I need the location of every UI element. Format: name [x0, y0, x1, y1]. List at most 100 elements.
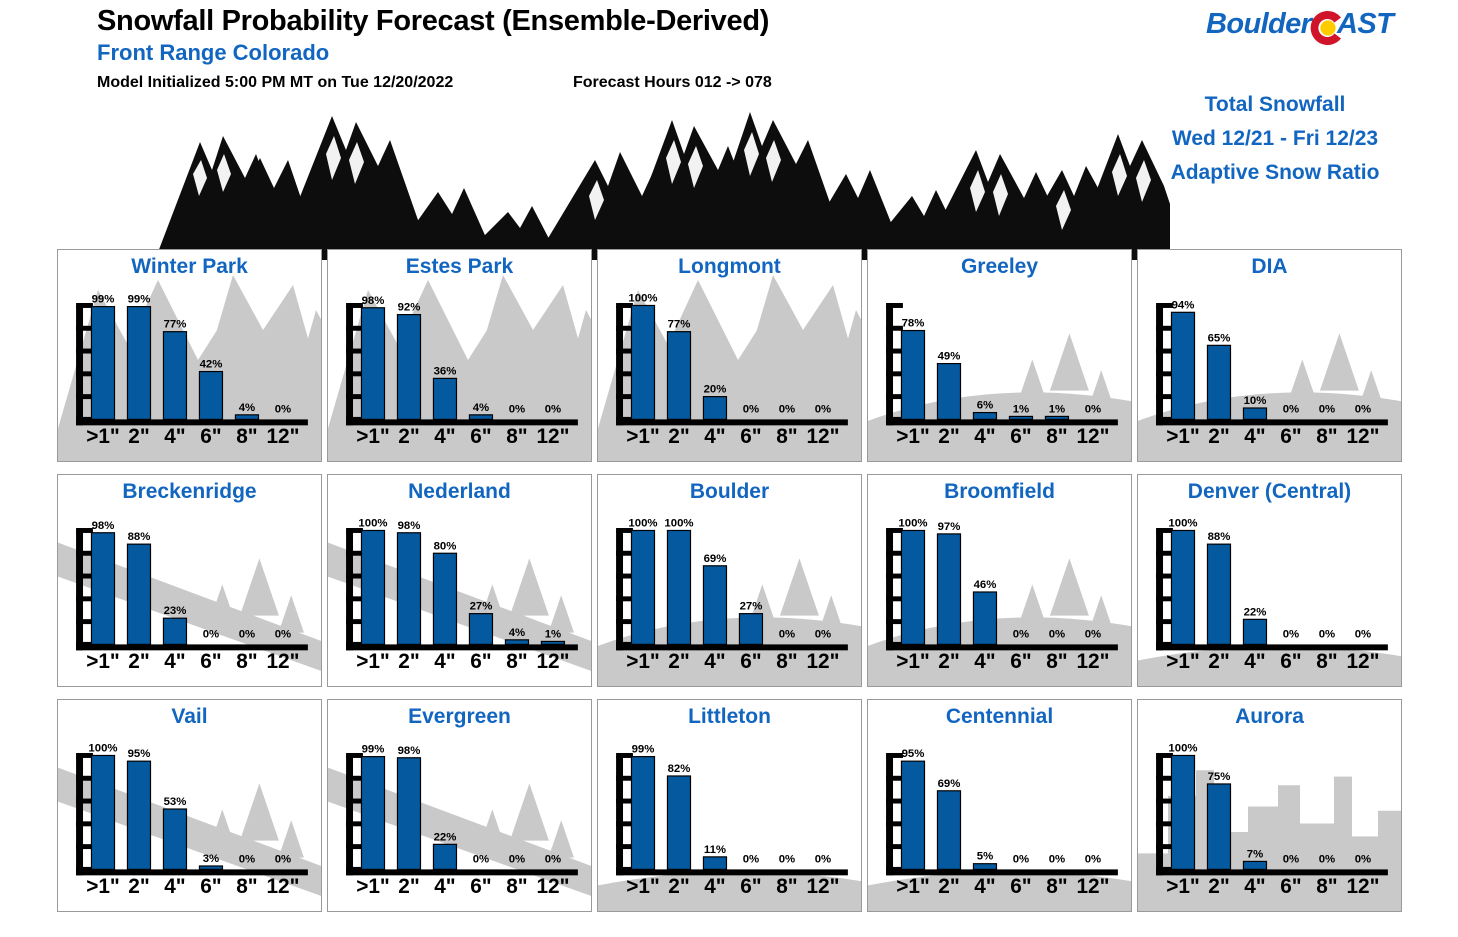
- bar[interactable]: [738, 613, 764, 645]
- y-axis-tick: [76, 821, 93, 827]
- forecast-panel-evergreen[interactable]: Evergreen 99% 98% 22% 0% 0% 0% >1" 2" 4" 6" 8" 12": [327, 699, 592, 912]
- x-axis-label: >1": [356, 650, 390, 673]
- bar[interactable]: [972, 411, 998, 420]
- panel-backdrop-slope: [58, 767, 321, 896]
- forecast-panel-littleton[interactable]: Littleton 99% 82% 11% 0% 0% 0% >1" 2" 4" 6" 8" 12": [597, 699, 862, 912]
- x-axis-label: 12": [536, 425, 569, 448]
- x-axis-label: 4": [704, 650, 725, 673]
- bar-value-label: 3%: [203, 853, 219, 865]
- bar[interactable]: [630, 756, 656, 870]
- bar[interactable]: [360, 529, 386, 645]
- bar[interactable]: [396, 757, 422, 870]
- bar-value-label: 0%: [1355, 403, 1371, 415]
- bar[interactable]: [198, 865, 224, 870]
- bar[interactable]: [1206, 344, 1232, 420]
- x-axis-label: >1": [896, 425, 930, 448]
- bar[interactable]: [90, 532, 116, 645]
- forecast-panel-breckenridge[interactable]: Breckenridge 98% 88% 23% 0% 0% 0% >1" 2" 4" 6" 8" 12…: [57, 474, 322, 687]
- forecast-panel-dia[interactable]: DIA 94% 65% 10% 0% 0% 0% >1" 2" 4" 6" 8" 12": [1137, 249, 1402, 462]
- y-axis-tick: [886, 798, 903, 804]
- bar[interactable]: [432, 377, 458, 420]
- forecast-panel-longmont[interactable]: Longmont 100% 77% 20% 0% 0% 0% >1" 2" 4" 6" 8" 12": [597, 249, 862, 462]
- bar[interactable]: [666, 775, 692, 870]
- bar[interactable]: [126, 543, 152, 645]
- bar[interactable]: [1170, 311, 1196, 420]
- y-axis-tick: [346, 348, 363, 354]
- forecast-panel-winter-park[interactable]: Winter Park 99% 99% 77% 42% 4% 0% >1" 2" 4" 6" 8" 12…: [57, 249, 322, 462]
- bar[interactable]: [630, 304, 656, 420]
- bar[interactable]: [630, 529, 656, 645]
- panel-title: Nederland: [408, 480, 511, 503]
- bar[interactable]: [972, 863, 998, 870]
- bar[interactable]: [504, 639, 530, 645]
- forecast-panel-vail[interactable]: Vail 100% 95% 53% 3% 0% 0% >1" 2" 4" 6" 8" 12": [57, 699, 322, 912]
- forecast-panel-centennial[interactable]: Centennial 95% 69% 5% 0% 0% 0% >1" 2" 4" 6" 8" 12": [867, 699, 1132, 912]
- forecast-panel-nederland[interactable]: Nederland 100% 98% 80% 27% 4% 1% >1" 2" 4" 6" 8" 12": [327, 474, 592, 687]
- panel-title: Breckenridge: [122, 480, 257, 503]
- bar[interactable]: [1242, 407, 1268, 420]
- y-axis-tick: [76, 371, 93, 377]
- logo-word-ast: AST: [1337, 8, 1394, 40]
- y-axis-tick: [76, 844, 93, 850]
- bar[interactable]: [1242, 618, 1268, 645]
- x-axis-label: >1": [626, 875, 660, 898]
- x-axis-label: 2": [398, 650, 419, 673]
- forecast-panel-estes-park[interactable]: Estes Park 98% 92% 36% 4% 0% 0% >1" 2" 4" 6" 8" 12": [327, 249, 592, 462]
- bar[interactable]: [396, 313, 422, 420]
- forecast-panel-boulder[interactable]: Boulder 100% 100% 69% 27% 0% 0% >1" 2" 4" 6" 8" 12": [597, 474, 862, 687]
- x-axis-label: 12": [806, 650, 839, 673]
- bar[interactable]: [468, 613, 494, 645]
- bar[interactable]: [1008, 415, 1034, 420]
- forecast-panel-greeley[interactable]: Greeley 78% 49% 6% 1% 1% 0% >1" 2" 4" 6" 8" 12": [867, 249, 1132, 462]
- x-axis-label: 12": [806, 875, 839, 898]
- bar[interactable]: [234, 414, 260, 420]
- forecast-panel-broomfield[interactable]: Broomfield 100% 97% 46% 0% 0% 0% >1" 2" 4" 6" 8" 12": [867, 474, 1132, 687]
- x-axis-label: 6": [1010, 650, 1031, 673]
- bar[interactable]: [162, 331, 188, 420]
- bar[interactable]: [360, 756, 386, 870]
- bar[interactable]: [90, 306, 116, 420]
- x-axis-label: 4": [434, 425, 455, 448]
- bar[interactable]: [198, 370, 224, 420]
- bar[interactable]: [936, 790, 962, 870]
- bar[interactable]: [360, 307, 386, 420]
- bar[interactable]: [126, 760, 152, 870]
- forecast-panel-aurora[interactable]: Aurora 100% 75% 7% 0% 0% 0% >1" 2" 4" 6" 8" 12": [1137, 699, 1402, 912]
- y-axis-tick: [76, 348, 93, 354]
- bar[interactable]: [666, 529, 692, 645]
- bar[interactable]: [900, 329, 926, 420]
- bar[interactable]: [666, 331, 692, 420]
- bar[interactable]: [1206, 543, 1232, 645]
- bar[interactable]: [702, 396, 728, 420]
- bar[interactable]: [900, 529, 926, 645]
- bar[interactable]: [702, 565, 728, 645]
- bar[interactable]: [936, 362, 962, 420]
- bar[interactable]: [1242, 860, 1268, 870]
- bar[interactable]: [396, 532, 422, 645]
- bar[interactable]: [1044, 415, 1070, 420]
- bar[interactable]: [1206, 783, 1232, 870]
- y-axis-tick: [886, 775, 903, 781]
- bar[interactable]: [900, 760, 926, 870]
- panel-backdrop: [868, 700, 1131, 911]
- bar[interactable]: [126, 306, 152, 420]
- x-axis-label: 6": [740, 650, 761, 673]
- forecast-summary-block: Total Snowfall Wed 12/21 - Fri 12/23 Ada…: [1110, 88, 1440, 190]
- forecast-panel-denver-central[interactable]: Denver (Central) 100% 88% 22% 0% 0% 0% >1" 2" 4" 6…: [1137, 474, 1402, 687]
- bar[interactable]: [468, 414, 494, 420]
- bar[interactable]: [936, 533, 962, 645]
- bar-value-label: 0%: [1319, 403, 1335, 415]
- y-axis-tick: [346, 821, 363, 827]
- bar[interactable]: [972, 591, 998, 645]
- bar[interactable]: [432, 843, 458, 870]
- bar[interactable]: [162, 808, 188, 870]
- bar[interactable]: [702, 856, 728, 870]
- y-axis-tick: [76, 394, 93, 400]
- bar[interactable]: [1170, 754, 1196, 870]
- bar[interactable]: [162, 617, 188, 645]
- bar[interactable]: [1170, 529, 1196, 645]
- bar[interactable]: [90, 754, 116, 870]
- bar[interactable]: [540, 640, 566, 645]
- bar-value-label: 0%: [1013, 628, 1029, 640]
- bar[interactable]: [432, 552, 458, 645]
